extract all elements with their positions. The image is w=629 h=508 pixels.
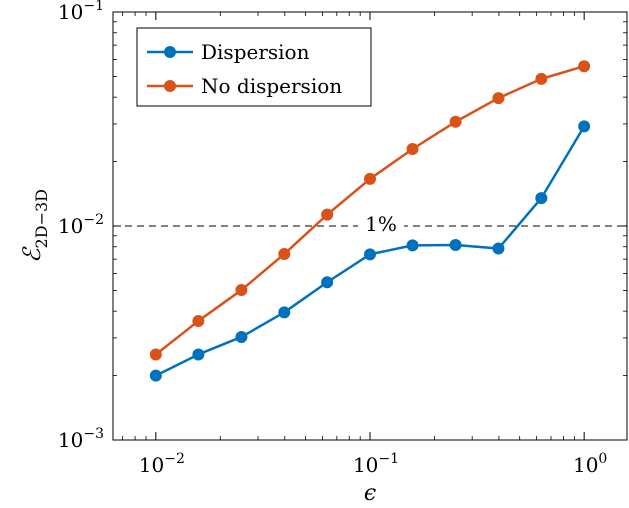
series-group — [149, 60, 591, 382]
data-point — [578, 60, 591, 73]
data-point — [406, 142, 419, 155]
x-tick-label: 10−2 — [139, 451, 185, 477]
data-point — [321, 276, 334, 289]
legend-marker — [164, 80, 176, 92]
tick-labels: 10−2 10−1 100 10−3 10−2 10−1 — [58, 0, 607, 477]
data-point — [235, 330, 248, 343]
x-tick-label: 100 — [573, 451, 607, 477]
legend-label: Dispersion — [201, 40, 310, 64]
data-point — [449, 239, 462, 252]
data-point — [321, 208, 334, 221]
data-point — [578, 120, 591, 133]
data-point — [149, 369, 162, 382]
reference-line-label: 1% — [365, 212, 397, 236]
data-point — [278, 247, 291, 260]
legend-marker — [164, 46, 176, 58]
y-axis-label: ℰ2D−3D — [18, 189, 51, 263]
data-point — [192, 348, 205, 361]
x-tick-label: 10−1 — [353, 451, 399, 477]
legend: Dispersion No dispersion — [136, 27, 372, 107]
legend-label: No dispersion — [201, 74, 342, 98]
y-tick-label: 10−3 — [58, 426, 104, 452]
reference-line-group: 1% — [113, 206, 627, 236]
y-tick-label: 10−1 — [58, 0, 104, 24]
data-point — [492, 242, 505, 255]
x-axis-label: ϵ — [364, 481, 376, 506]
data-point — [406, 239, 419, 252]
data-point — [449, 115, 462, 128]
data-point — [278, 306, 291, 319]
data-point — [492, 92, 505, 105]
data-point — [535, 72, 548, 85]
y-tick-label: 10−2 — [58, 212, 104, 238]
reference-label-background — [357, 206, 404, 232]
data-point — [363, 248, 376, 261]
data-point — [149, 348, 162, 361]
data-point — [192, 314, 205, 327]
data-point — [363, 172, 376, 185]
data-point — [535, 192, 548, 205]
data-point — [235, 284, 248, 297]
legend-box — [136, 27, 372, 107]
